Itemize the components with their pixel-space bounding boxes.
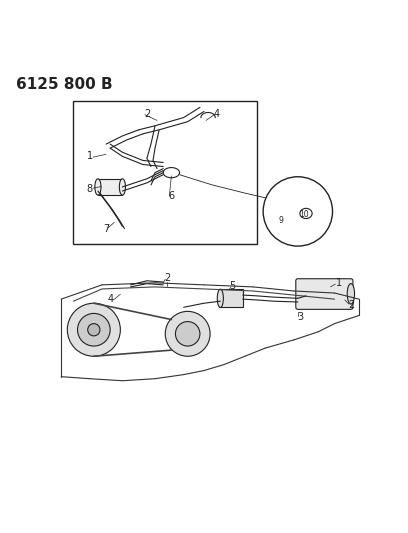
Text: 2: 2 — [164, 272, 171, 282]
FancyBboxPatch shape — [296, 279, 353, 309]
Text: 4: 4 — [107, 294, 113, 304]
Bar — [220, 289, 243, 308]
Ellipse shape — [119, 179, 126, 195]
Text: 10: 10 — [299, 210, 309, 219]
Text: 4: 4 — [213, 109, 220, 118]
Circle shape — [263, 177, 333, 246]
Bar — [73, 101, 257, 244]
Circle shape — [67, 303, 120, 356]
Text: 7: 7 — [103, 224, 109, 234]
Text: 6125 800 B: 6125 800 B — [16, 77, 113, 92]
Text: 8: 8 — [86, 184, 93, 194]
Circle shape — [175, 321, 200, 346]
Text: 1: 1 — [335, 278, 342, 288]
Ellipse shape — [95, 179, 101, 195]
Ellipse shape — [347, 284, 355, 304]
Text: 6: 6 — [168, 191, 175, 201]
Text: 5: 5 — [229, 281, 236, 290]
Text: 1: 1 — [86, 151, 93, 161]
Circle shape — [88, 324, 100, 336]
Circle shape — [78, 313, 110, 346]
Ellipse shape — [217, 289, 224, 308]
Text: 3: 3 — [297, 312, 303, 322]
Bar — [98, 179, 122, 195]
Circle shape — [165, 311, 210, 356]
Text: 9: 9 — [278, 216, 283, 225]
Text: 2: 2 — [144, 109, 150, 118]
Text: 2: 2 — [348, 300, 355, 310]
